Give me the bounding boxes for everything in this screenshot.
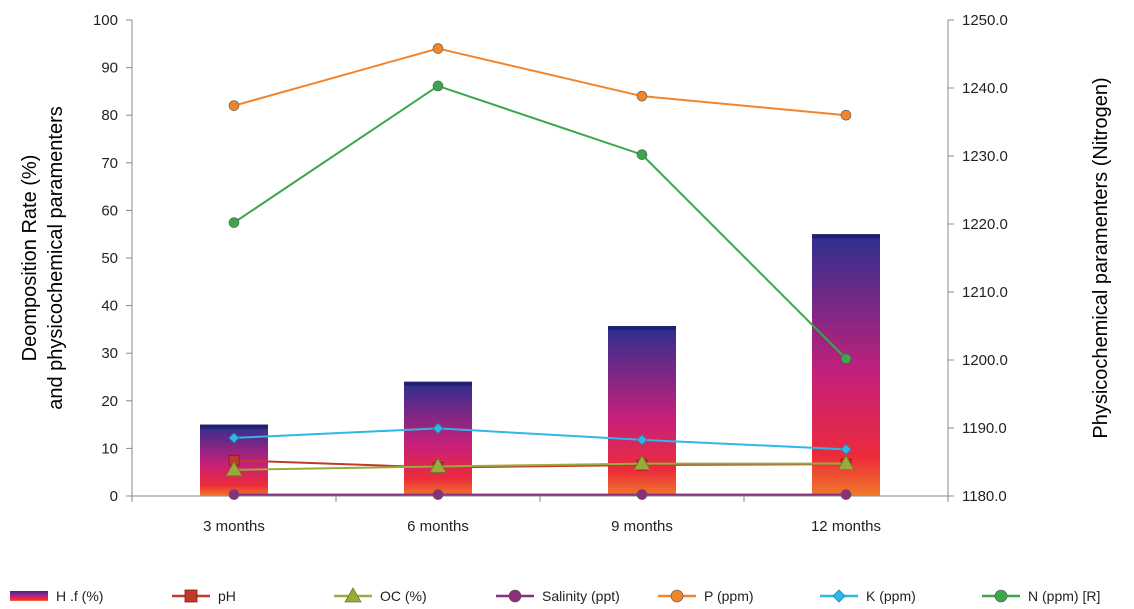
y-left-tick-label: 0	[110, 488, 118, 505]
point-oc	[225, 461, 243, 477]
point-p-ppm	[228, 100, 240, 111]
point-p-ppm	[636, 90, 648, 102]
bar-hf	[608, 326, 676, 496]
legend-item-k-ppm: K (ppm)	[820, 588, 916, 604]
y-axis-left-title-line2: and physicochemical paramenters	[45, 106, 67, 410]
y-right-tick-label: 1200.0	[962, 352, 1008, 369]
y-left-tick-label: 10	[101, 440, 118, 457]
legend-swatch-marker	[508, 589, 522, 603]
point-n-ppm-r	[840, 353, 852, 364]
point-salinity-ppt	[636, 489, 648, 500]
y-left-tick-label: 90	[101, 60, 118, 77]
series-line-oc	[233, 462, 846, 471]
series-line-n-ppm-r	[233, 84, 847, 360]
legend-label: OC (%)	[380, 588, 427, 604]
y-left-tick-label: 60	[101, 202, 118, 219]
x-tick-label: 6 months	[407, 518, 469, 535]
legend-swatch-marker	[670, 589, 684, 603]
point-oc	[837, 454, 855, 471]
point-k-ppm	[636, 434, 648, 446]
point-n-ppm-r	[636, 149, 648, 160]
y-right-tick-label: 1190.0	[962, 420, 1007, 437]
y-axis-right-title: Physicochemical paramenters (Nitrogen)	[1090, 77, 1112, 438]
point-k-ppm	[228, 432, 240, 444]
bar-hf-cap	[608, 326, 676, 331]
y-axis-left-title-line1: Deomposition Rate (%)	[19, 155, 41, 362]
legend: H .f (%) pH OC (%) Salinity (ppt) P (ppm) K (…	[10, 587, 1100, 604]
point-p-ppm	[840, 109, 852, 121]
legend-label: P (ppm)	[704, 588, 754, 604]
point-n-ppm-r	[432, 80, 444, 92]
series-line-p-ppm	[233, 47, 847, 117]
bar-hf	[404, 381, 472, 496]
y-left-tick-label: 30	[101, 345, 118, 362]
y-right-tick-label: 1230.0	[962, 148, 1008, 165]
point-salinity-ppt	[432, 489, 444, 500]
bar-hf-cap	[404, 381, 472, 386]
point-oc	[429, 457, 447, 473]
lines-layer	[225, 43, 855, 500]
y-left-tick-label: 70	[101, 155, 118, 172]
point-oc	[633, 454, 651, 471]
y-right-tick-label: 1210.0	[962, 284, 1008, 301]
y-right-tick-label: 1240.0	[962, 80, 1008, 97]
y-right-tick-label: 1180.0	[962, 488, 1007, 505]
legend-label: Salinity (ppt)	[542, 588, 620, 604]
legend-swatch-marker	[344, 587, 362, 603]
legend-swatch-marker	[832, 589, 846, 603]
series-line-k-ppm	[233, 427, 847, 451]
ticks-layer: 0 10 20 30 40 50 60 70 80 90 100 1180.0 1190.0 1200.0…	[93, 12, 1008, 535]
y-left-tick-label: 40	[101, 298, 118, 315]
legend-swatch-marker	[184, 589, 198, 603]
legend-label: H .f (%)	[56, 588, 103, 604]
x-tick-label: 3 months	[203, 518, 265, 535]
legend-item-oc: OC (%)	[334, 587, 427, 604]
y-left-tick-label: 80	[101, 107, 118, 124]
x-tick-label: 12 months	[811, 518, 881, 535]
point-k-ppm	[432, 422, 444, 434]
legend-item-h-f: H .f (%)	[10, 588, 103, 604]
y-left-tick-label: 100	[93, 12, 118, 29]
bar-hf-cap	[812, 234, 880, 239]
legend-item-p-ppm: P (ppm)	[658, 588, 754, 604]
bar-hf-cap	[200, 424, 268, 429]
point-salinity-ppt	[228, 489, 240, 500]
legend-item-n-ppm-r: N (ppm) [R]	[982, 588, 1100, 604]
legend-label: N (ppm) [R]	[1028, 588, 1100, 604]
point-n-ppm-r	[228, 217, 240, 228]
legend-swatch	[10, 591, 48, 601]
legend-label: pH	[218, 588, 236, 604]
y-left-tick-label: 20	[101, 393, 118, 410]
legend-swatch-marker	[994, 589, 1008, 603]
legend-item-ph: pH	[172, 588, 236, 604]
legend-item-salinity-ppt: Salinity (ppt)	[496, 588, 620, 604]
point-salinity-ppt	[840, 489, 852, 500]
bars-layer	[200, 234, 880, 496]
x-tick-label: 9 months	[611, 518, 673, 535]
legend-label: K (ppm)	[866, 588, 916, 604]
y-right-tick-label: 1250.0	[962, 12, 1008, 29]
point-p-ppm	[432, 43, 444, 54]
y-left-tick-label: 50	[101, 250, 118, 267]
point-k-ppm	[840, 443, 852, 455]
y-right-tick-label: 1220.0	[962, 216, 1008, 233]
